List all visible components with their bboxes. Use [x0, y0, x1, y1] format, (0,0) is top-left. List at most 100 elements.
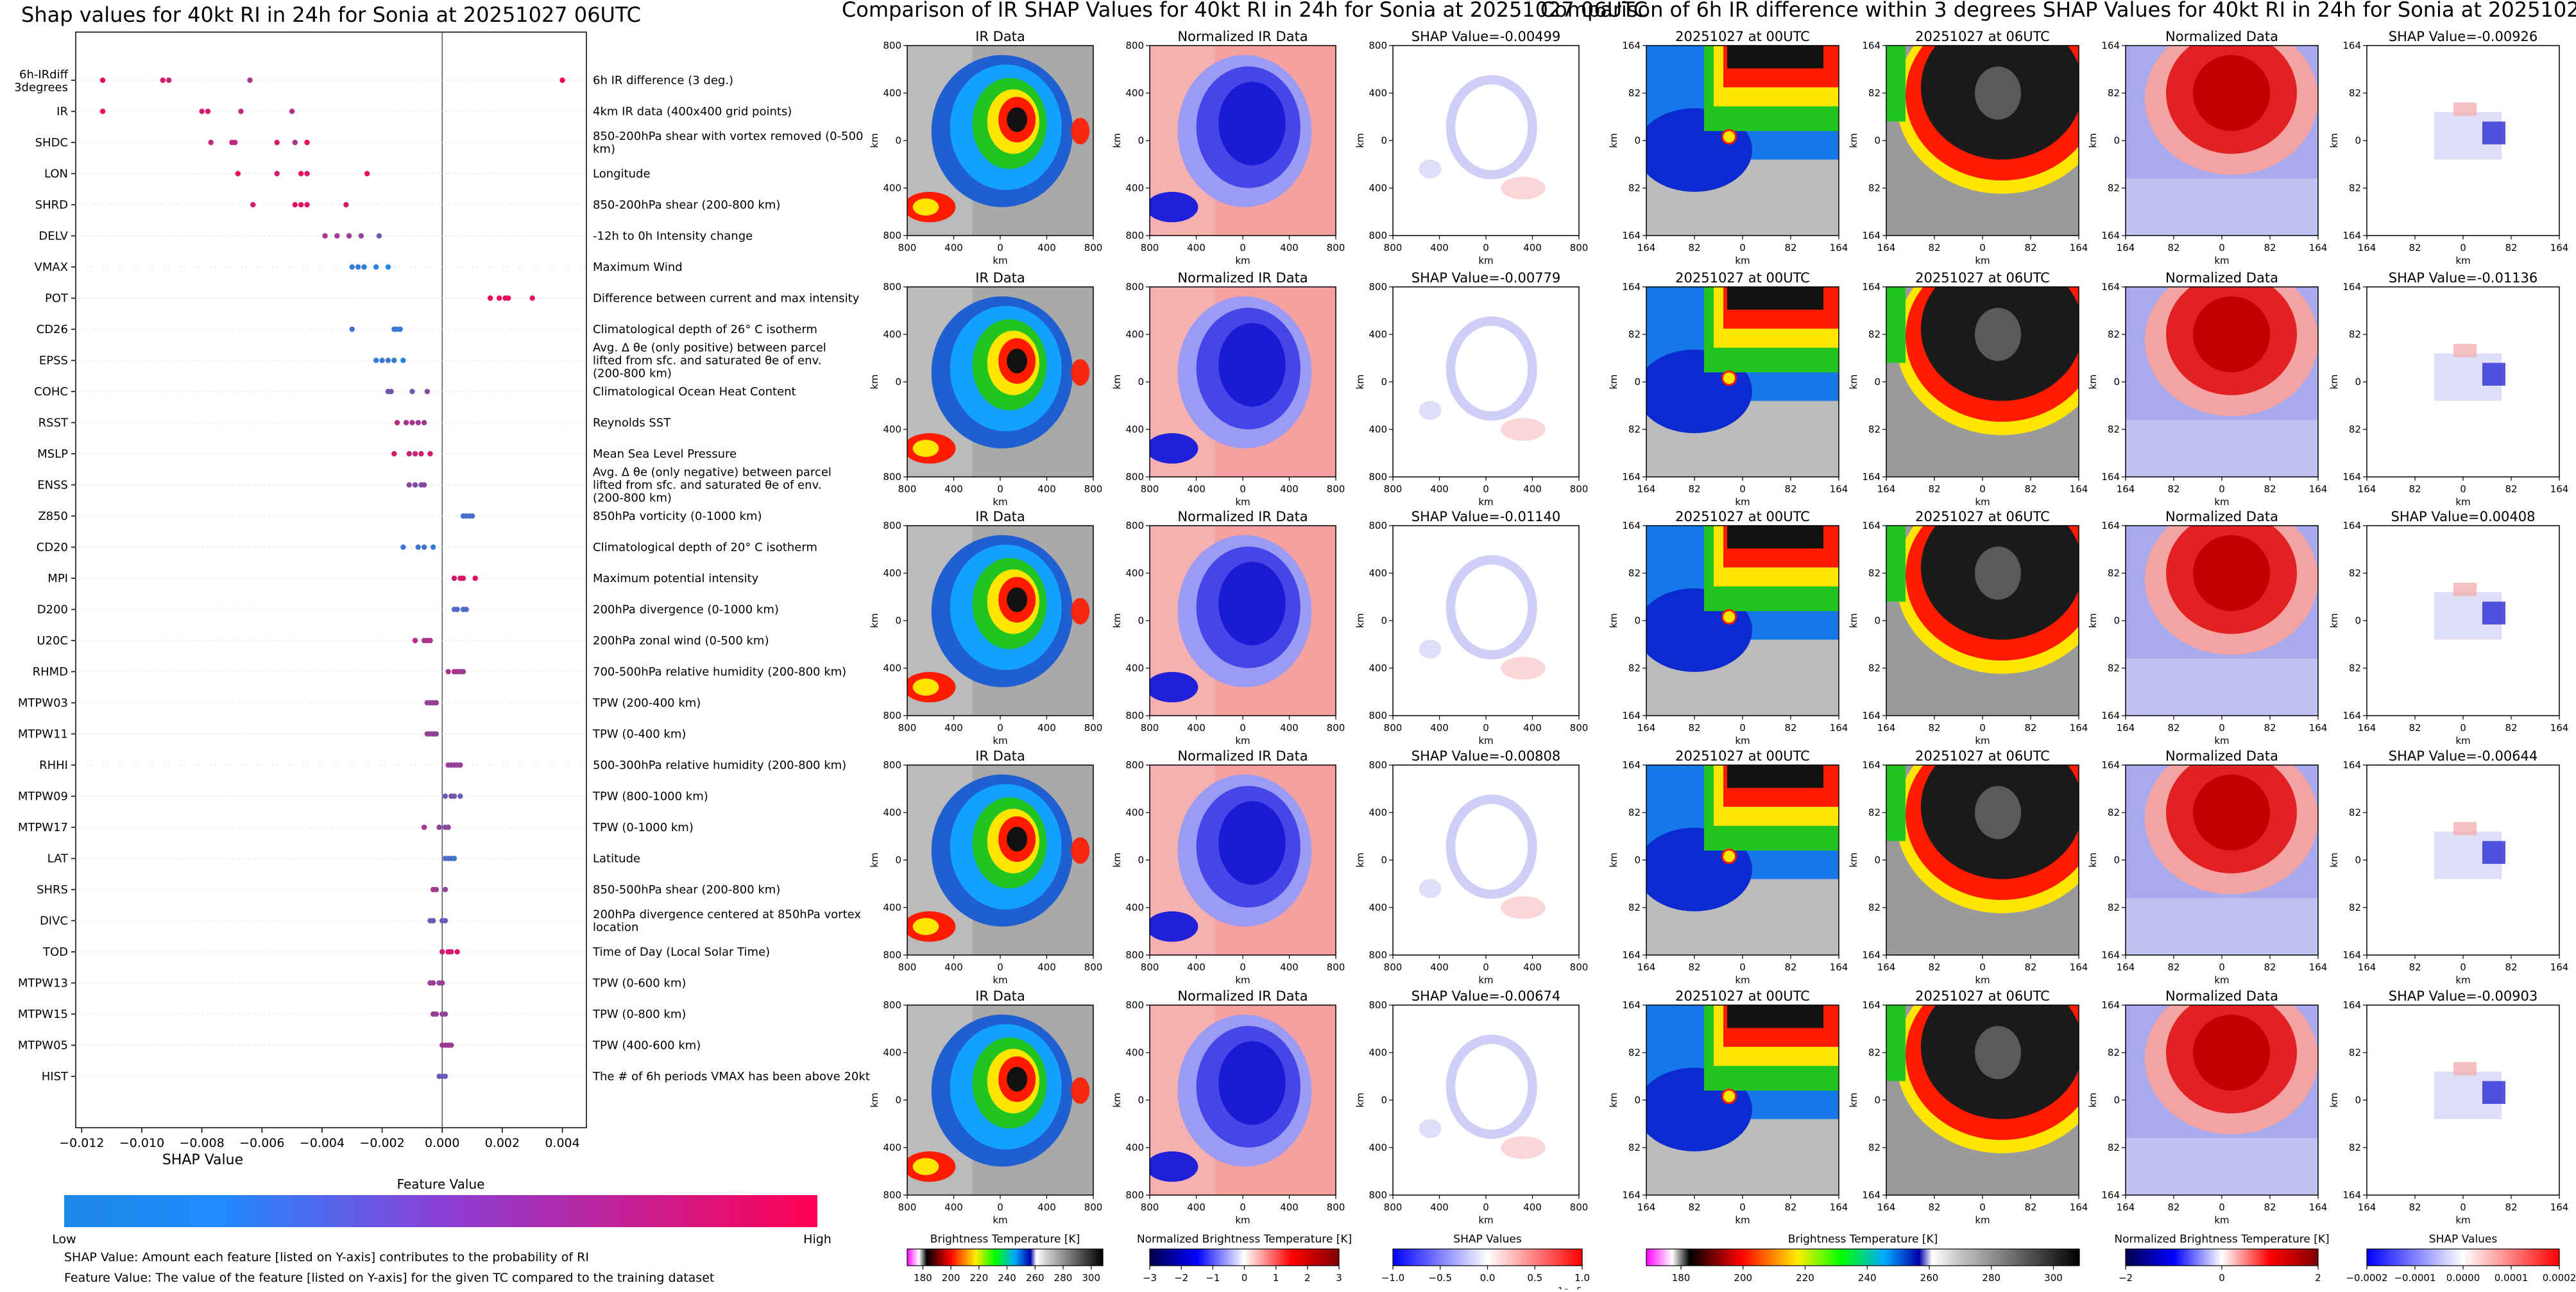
image-panel [1886, 525, 2079, 716]
panel-title: 20251027 at 00UTC [1675, 988, 1810, 1004]
colorbar-label: Normalized Brightness Temperature [K] [1137, 1233, 1352, 1246]
feature-colorbar-title: Feature Value [397, 1176, 485, 1192]
x-tick-label: 400 [1430, 483, 1449, 495]
y-tick-label: 82 [2108, 329, 2120, 340]
x-axis-label: km [2455, 1214, 2470, 1226]
y-tick-label: 82 [1868, 662, 1881, 674]
ir-comparison-title: Comparison of IR SHAP Values for 40kt RI… [842, 0, 1648, 22]
y-tick-label: 164 [1862, 759, 1881, 771]
y-axis-label: km [1354, 374, 1366, 389]
feature-name: RSST [38, 417, 69, 430]
image-panel [1886, 1004, 2079, 1196]
x-axis-label: km [1235, 974, 1250, 986]
shap-point [292, 139, 298, 146]
y-tick-label: 800 [883, 520, 901, 531]
y-tick-label: 82 [1868, 902, 1881, 913]
shap-point [454, 607, 460, 612]
y-tick-label: 400 [883, 1047, 901, 1058]
shap-point [274, 139, 280, 146]
shap-point [439, 949, 445, 955]
x-tick-label: 400 [1037, 722, 1056, 734]
y-tick-label: 400 [883, 902, 901, 913]
x-tick-label: 0 [997, 961, 1003, 973]
x-axis-label: km [2214, 974, 2229, 986]
feature-description: TPW (800-1000 km) [592, 790, 708, 804]
y-tick-label: 164 [2101, 281, 2120, 293]
feature-name: SHRS [37, 883, 68, 897]
y-axis-label: km [1848, 613, 1859, 628]
y-tick-label: 0 [2113, 854, 2120, 866]
footnote-shap: SHAP Value: Amount each feature [listed … [64, 1250, 589, 1264]
panel-title: SHAP Value=-0.00779 [1412, 270, 1561, 286]
y-tick-label: 800 [1369, 999, 1387, 1011]
panel-title: Normalized Data [2165, 270, 2278, 286]
y-tick-label: 164 [1622, 520, 1641, 531]
x-axis-label: km [993, 255, 1007, 266]
x-tick-label: −0.012 [59, 1136, 104, 1150]
feature-colorbar-high: High [803, 1232, 832, 1246]
feature-name: RHMD [33, 666, 68, 679]
y-tick-label: 0 [2113, 615, 2120, 626]
image-panel [1149, 525, 1336, 716]
panel-title: Normalized IR Data [1177, 509, 1308, 524]
x-tick-label: 800 [1327, 722, 1345, 734]
panel-title: 20251027 at 00UTC [1675, 270, 1810, 286]
x-tick-label: 82 [2264, 722, 2276, 734]
y-tick-label: 800 [883, 40, 901, 51]
y-tick-label: 164 [1862, 40, 1881, 51]
y-tick-label: 800 [1369, 281, 1387, 293]
shap-point [529, 295, 535, 301]
y-tick-label: 82 [1628, 1142, 1641, 1153]
feature-name: Z850 [38, 510, 68, 523]
colorbar-tick-label: 220 [970, 1272, 989, 1284]
y-tick-label: 164 [2101, 999, 2120, 1011]
feature-description: Time of Day (Local Solar Time) [592, 945, 770, 959]
x-tick-label: 800 [1327, 242, 1345, 254]
y-tick-label: 82 [2108, 1142, 2120, 1153]
panel-title-prefix: SHAP Value [1412, 509, 1489, 524]
x-tick-label: 400 [1430, 722, 1449, 734]
x-tick-label: −0.010 [119, 1136, 164, 1150]
x-tick-label: 0 [1979, 242, 1986, 254]
feature-colorbar-low: Low [52, 1232, 76, 1246]
feature-name: MPI [47, 572, 68, 585]
shap-point [460, 669, 466, 675]
colorbar-tick-label: −0.5 [1429, 1272, 1452, 1284]
x-tick-label: 0 [1739, 242, 1746, 254]
y-tick-label: 82 [2108, 87, 2120, 99]
x-axis-label: km [1975, 735, 1990, 746]
panel-title: SHAP Value=-0.00808 [1412, 748, 1561, 764]
x-tick-label: 400 [1037, 961, 1056, 973]
feature-name: DIVC [40, 915, 68, 928]
y-tick-label: 400 [1369, 87, 1387, 99]
x-tick-label: 82 [1688, 722, 1700, 734]
shap-point [304, 139, 310, 146]
feature-description: Difference between current and max inten… [593, 292, 860, 306]
x-tick-label: 0 [1240, 242, 1246, 254]
colorbar-tick-label: 180 [914, 1272, 932, 1284]
x-tick-label: 0 [1483, 242, 1489, 254]
shap-point [472, 575, 478, 581]
shap-point [304, 171, 310, 177]
x-tick-label: 82 [2505, 483, 2517, 495]
y-tick-label: 164 [2342, 471, 2361, 483]
x-tick-label: 800 [898, 722, 917, 734]
feature-name: MTPW09 [18, 790, 68, 804]
y-tick-label: 0 [895, 1094, 901, 1106]
x-tick-label: 400 [1523, 722, 1542, 734]
ir-shap-comparison: Comparison of IR SHAP Values for 40kt RI… [842, 0, 1648, 1292]
x-tick-label: 0 [1483, 483, 1489, 495]
feature-description: 6h IR difference (3 deg.) [593, 74, 733, 87]
y-tick-label: 164 [2101, 759, 2120, 771]
shap-point [559, 77, 565, 83]
x-tick-label: 164 [1877, 961, 1896, 973]
x-tick-label: 164 [2550, 242, 2569, 254]
feature-name: MTPW05 [18, 1039, 68, 1053]
x-tick-label: 164 [1637, 242, 1656, 254]
panel-title-prefix: SHAP Value [1412, 748, 1489, 764]
y-axis-label: km [1111, 133, 1123, 148]
image-panel [1886, 45, 2079, 236]
x-tick-label: 0 [2460, 722, 2466, 734]
image-panel [1149, 286, 1336, 478]
y-tick-label: 0 [1138, 135, 1144, 146]
